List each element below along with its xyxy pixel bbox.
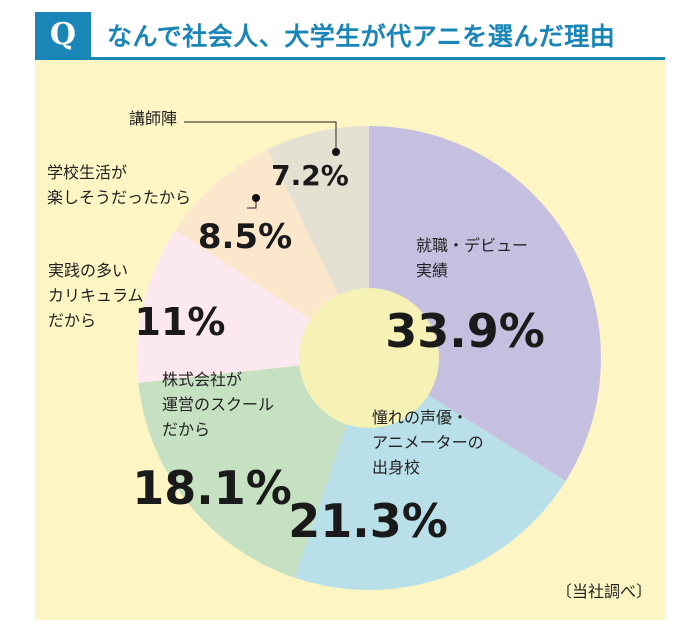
center-hole	[299, 288, 439, 428]
slice-category-label: 実践の多い	[48, 261, 128, 280]
leader-line	[184, 121, 337, 152]
slice-category-label: 運営のスクール	[162, 395, 274, 414]
leader-dot	[332, 148, 340, 156]
question-header: Q なんで社会人、大学生が代アニを選んだ理由	[35, 12, 665, 60]
slice-category-label: 楽しそうだったから	[47, 188, 191, 207]
slice-value-label: 18.1%	[132, 461, 292, 515]
pie-slice	[138, 358, 369, 578]
slice-value-label: 33.9%	[385, 304, 545, 358]
slice-category-label: 株式会社が	[162, 370, 242, 389]
slice-category-label: だから	[162, 420, 210, 439]
source-note: 〔当社調べ〕	[556, 582, 652, 601]
slice-category-label: 出身校	[372, 458, 420, 477]
slice-value-label: 8.5%	[198, 217, 292, 257]
slice-category-label: 実績	[416, 261, 448, 280]
pie-slice	[175, 149, 369, 358]
slice-value-label: 7.2%	[271, 159, 349, 192]
slice-category-label: アニメーターの	[372, 433, 484, 452]
page-title: なんで社会人、大学生が代アニを選んだ理由	[107, 21, 616, 51]
slice-category-label: 憧れの声優・	[372, 408, 468, 427]
leader-dot	[252, 194, 260, 202]
slice-category-label: 就職・デビュー	[416, 236, 528, 255]
slice-category-label: カリキュラム	[48, 286, 144, 305]
slice-category-label: 講師陣	[129, 109, 177, 128]
slice-value-label: 21.3%	[288, 494, 448, 548]
slice-category-label: 学校生活が	[47, 163, 127, 182]
slice-category-label: だから	[48, 311, 96, 330]
slice-value-label: 11%	[135, 300, 226, 344]
q-badge: Q	[35, 12, 91, 57]
